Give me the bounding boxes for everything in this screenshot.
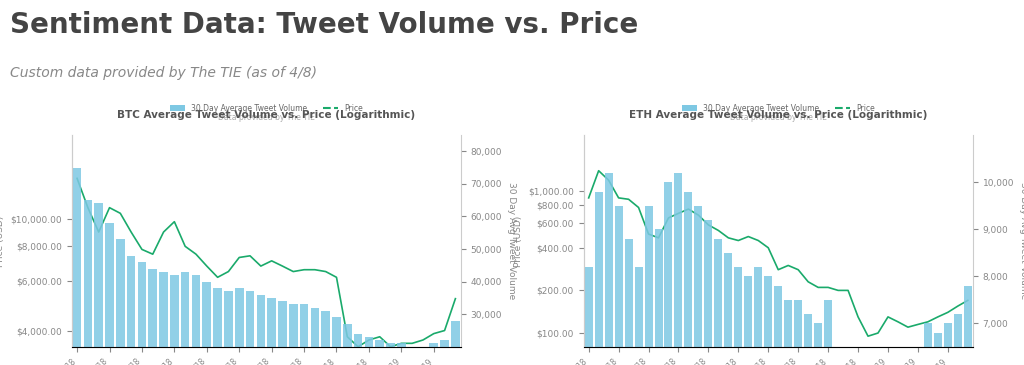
- Bar: [332, 318, 341, 365]
- Bar: [343, 324, 351, 365]
- Bar: [408, 347, 417, 365]
- Bar: [376, 340, 384, 365]
- Bar: [365, 337, 374, 365]
- Y-axis label: Price (USD): Price (USD): [513, 215, 522, 266]
- Bar: [795, 300, 802, 365]
- Bar: [279, 301, 287, 365]
- Legend: 30 Day Average Tweet Volume, Price: 30 Day Average Tweet Volume, Price: [167, 101, 366, 116]
- Bar: [675, 173, 682, 365]
- Y-axis label: 30 Day Avg Tweet Volume: 30 Day Avg Tweet Volume: [1019, 182, 1024, 300]
- Bar: [824, 300, 833, 365]
- Y-axis label: Price (USD): Price (USD): [0, 215, 5, 266]
- Bar: [127, 255, 135, 365]
- Bar: [310, 308, 319, 365]
- Bar: [181, 272, 189, 365]
- Bar: [604, 173, 612, 365]
- Bar: [224, 291, 232, 365]
- Bar: [354, 334, 362, 365]
- Legend: 30 Day Average Tweet Volume, Price: 30 Day Average Tweet Volume, Price: [679, 101, 878, 116]
- Bar: [734, 267, 742, 365]
- Text: Data provided by The TIE: Data provided by The TIE: [730, 114, 826, 122]
- Bar: [914, 347, 922, 365]
- Bar: [694, 205, 702, 365]
- Bar: [267, 298, 276, 365]
- Bar: [429, 343, 438, 365]
- Bar: [160, 272, 168, 365]
- Bar: [654, 229, 663, 365]
- Bar: [137, 262, 146, 365]
- Bar: [105, 223, 114, 365]
- Text: Custom data provided by The TIE (as of 4/8): Custom data provided by The TIE (as of 4…: [10, 66, 317, 80]
- Bar: [924, 323, 932, 365]
- Bar: [289, 304, 298, 365]
- Bar: [300, 304, 308, 365]
- Bar: [451, 321, 460, 365]
- Bar: [386, 343, 395, 365]
- Bar: [644, 205, 652, 365]
- Bar: [635, 267, 642, 365]
- Bar: [684, 192, 692, 365]
- Bar: [322, 311, 330, 365]
- Bar: [934, 333, 942, 365]
- Bar: [755, 267, 762, 365]
- Bar: [953, 314, 962, 365]
- Bar: [73, 168, 82, 365]
- Bar: [419, 347, 427, 365]
- Bar: [614, 205, 623, 365]
- Bar: [84, 200, 92, 365]
- Bar: [715, 239, 722, 365]
- Bar: [94, 203, 103, 365]
- Bar: [170, 275, 179, 365]
- Bar: [148, 269, 157, 365]
- Bar: [191, 275, 201, 365]
- Bar: [397, 343, 406, 365]
- Bar: [234, 288, 244, 365]
- Bar: [944, 323, 952, 365]
- Title: ETH Average Tweet Volume vs. Price (Logarithmic): ETH Average Tweet Volume vs. Price (Loga…: [629, 110, 928, 120]
- Text: Data provided by The TIE: Data provided by The TIE: [218, 114, 314, 122]
- Bar: [964, 285, 972, 365]
- Bar: [844, 361, 852, 365]
- Bar: [203, 282, 211, 365]
- Bar: [585, 267, 593, 365]
- Bar: [595, 192, 603, 365]
- Title: BTC Average Tweet Volume vs. Price (Logarithmic): BTC Average Tweet Volume vs. Price (Loga…: [117, 110, 416, 120]
- Bar: [814, 323, 822, 365]
- Bar: [625, 239, 633, 365]
- Bar: [116, 239, 125, 365]
- Bar: [784, 300, 793, 365]
- Bar: [724, 253, 732, 365]
- Bar: [440, 340, 449, 365]
- Bar: [835, 347, 842, 365]
- Bar: [774, 285, 782, 365]
- Bar: [246, 291, 254, 365]
- Bar: [257, 295, 265, 365]
- Bar: [665, 182, 673, 365]
- Bar: [705, 220, 713, 365]
- Bar: [764, 276, 772, 365]
- Text: Sentiment Data: Tweet Volume vs. Price: Sentiment Data: Tweet Volume vs. Price: [10, 11, 639, 39]
- Bar: [213, 288, 222, 365]
- Y-axis label: 30 Day Avg Tweet Volume: 30 Day Avg Tweet Volume: [507, 182, 516, 300]
- Bar: [804, 314, 812, 365]
- Bar: [744, 276, 753, 365]
